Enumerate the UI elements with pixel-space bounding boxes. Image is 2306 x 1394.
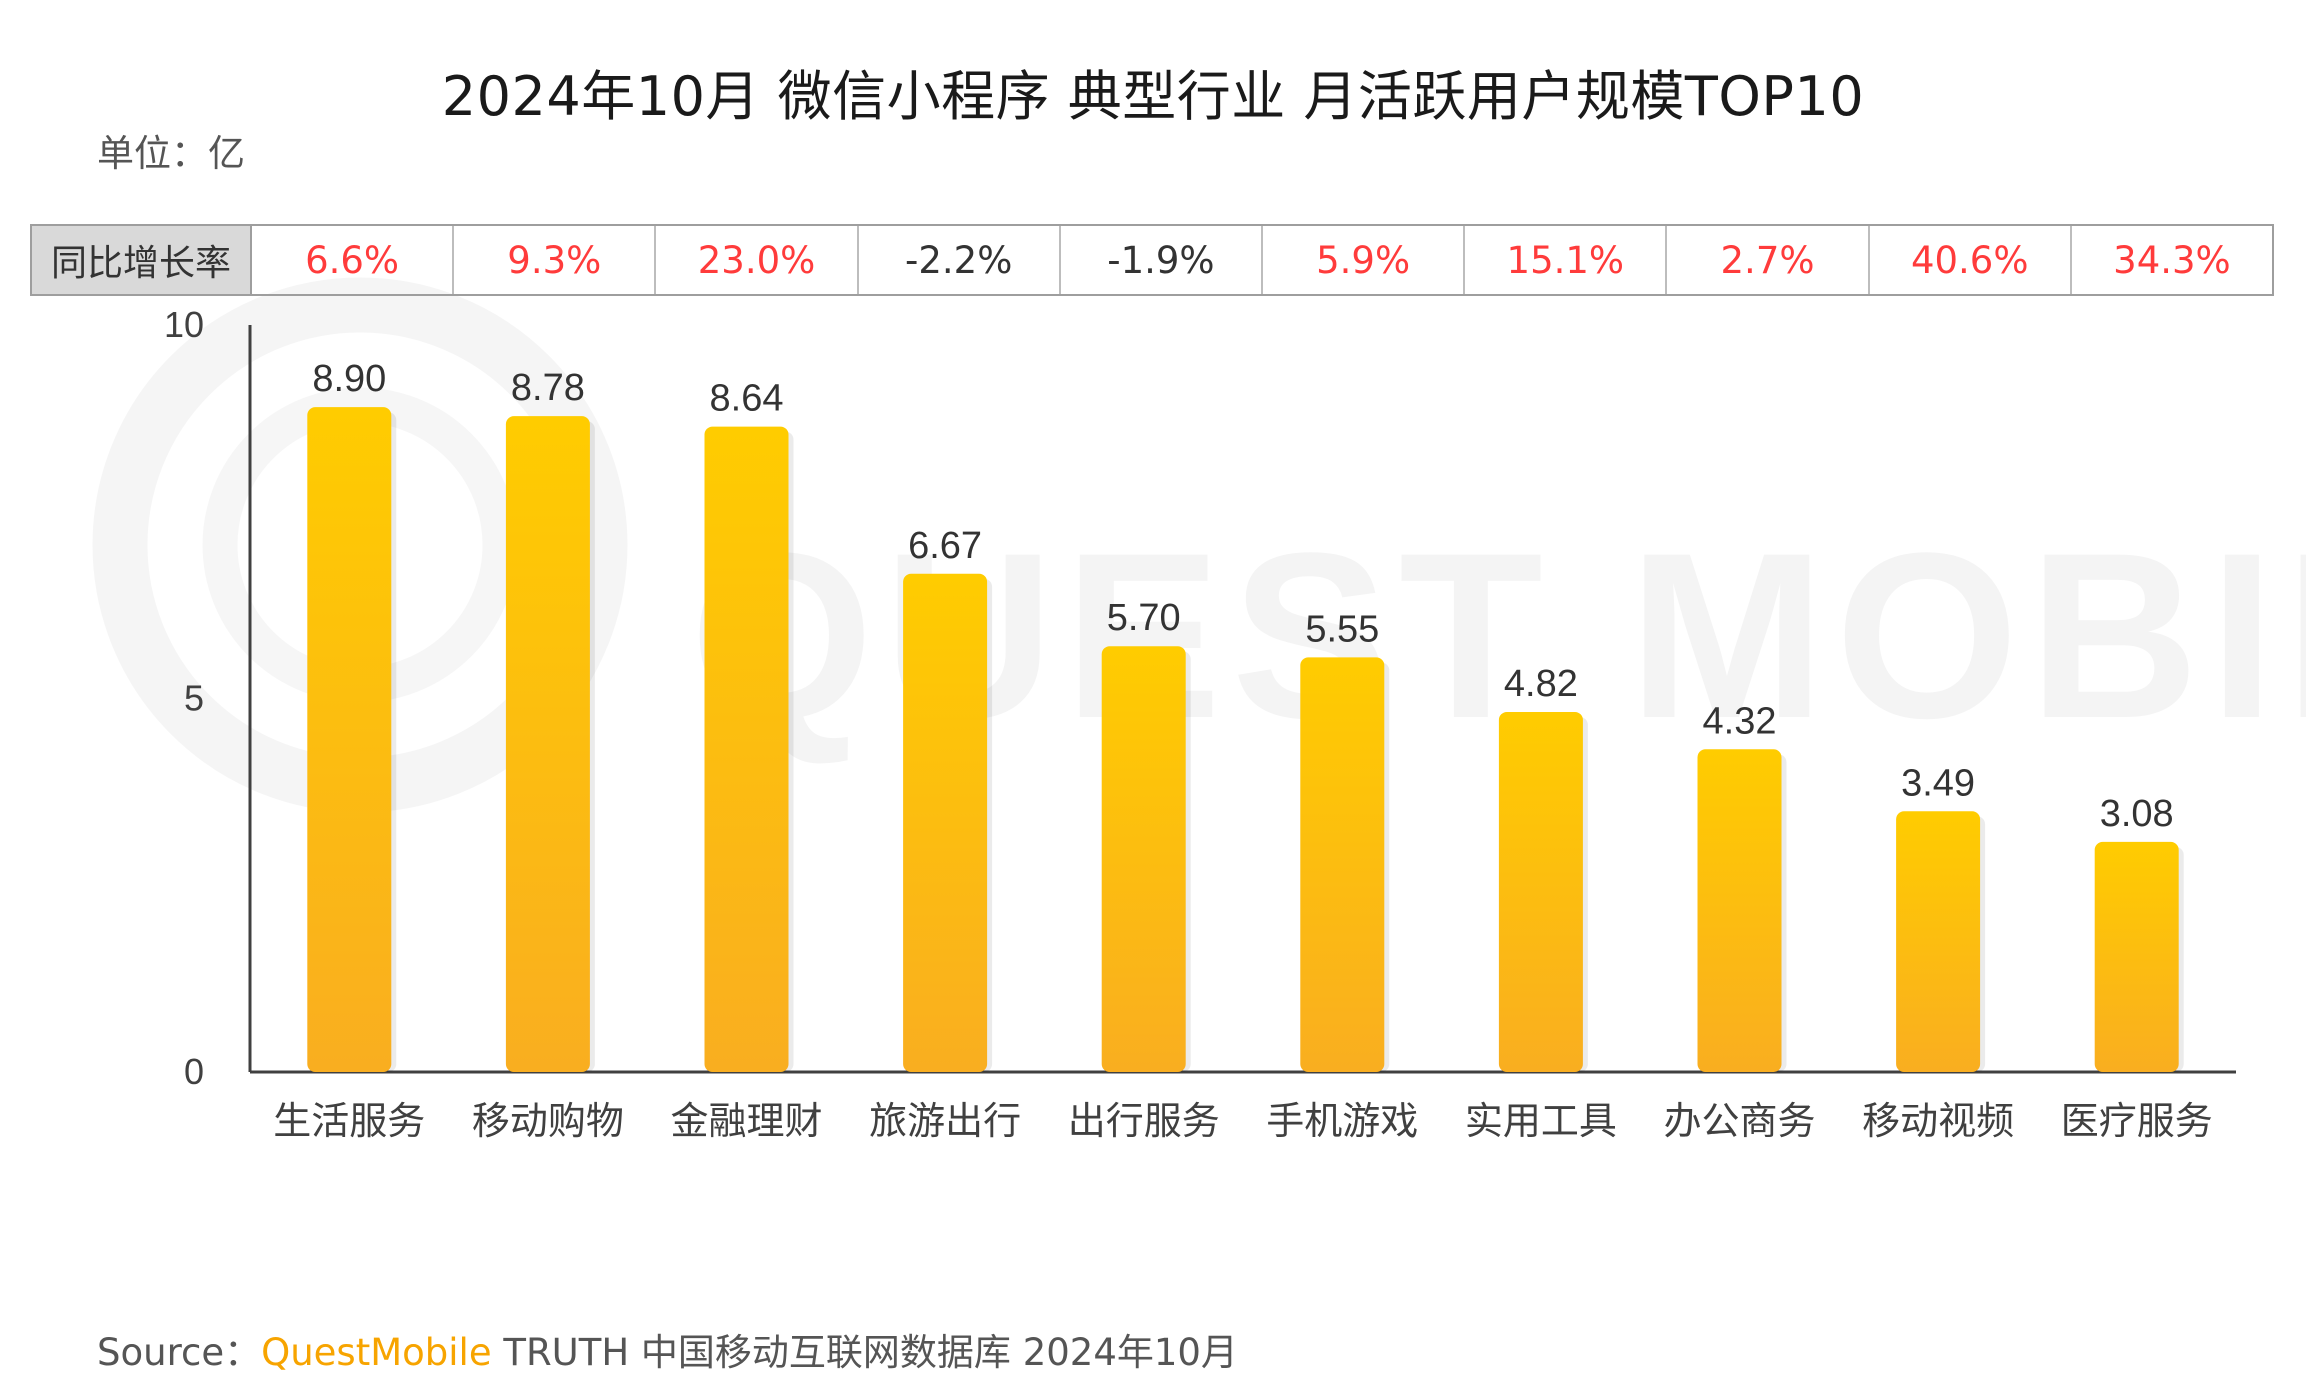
source-prefix: Source： [97, 1331, 262, 1374]
category-label: 金融理财 [670, 1099, 822, 1143]
yoy-cell: 5.9% [1263, 226, 1466, 294]
bar [505, 416, 590, 1072]
yoy-header: 同比增长率 [32, 226, 252, 294]
unit-label: 单位：亿 [97, 132, 245, 175]
category-label: 移动购物 [472, 1099, 624, 1143]
bar [1300, 657, 1385, 1072]
category-label: 医疗服务 [2061, 1099, 2213, 1143]
y-tick-label: 10 [164, 304, 204, 345]
bar [1896, 811, 1981, 1072]
y-tick-label: 5 [184, 678, 204, 719]
yoy-growth-table: 同比增长率 6.6% 9.3% 23.0% -2.2% -1.9% 5.9% 1… [30, 224, 2274, 296]
bar-value-label: 3.49 [1901, 762, 1975, 804]
yoy-cell: 15.1% [1465, 226, 1668, 294]
category-label: 手机游戏 [1266, 1099, 1418, 1143]
bar-value-label: 8.78 [511, 367, 585, 409]
source-note: Source：QuestMobile TRUTH 中国移动互联网数据库 2024… [97, 1322, 1238, 1376]
bar-value-label: 5.70 [1107, 597, 1181, 639]
bar-value-label: 8.64 [710, 378, 784, 420]
category-label: 实用工具 [1465, 1099, 1617, 1143]
bar-value-label: 3.08 [2100, 793, 2174, 835]
source-brand: QuestMobile [261, 1331, 492, 1374]
bar-value-label: 8.90 [312, 358, 386, 400]
y-tick-label: 0 [184, 1051, 204, 1092]
chart-title: 2024年10月 微信小程序 典型行业 月活跃用户规模TOP10 [441, 65, 1865, 128]
yoy-cell: 34.3% [2113, 238, 2231, 282]
bar [1697, 749, 1782, 1072]
bar [704, 426, 789, 1072]
bar-value-label: 4.82 [1504, 663, 1578, 705]
bar-value-label: 5.55 [1305, 608, 1379, 650]
bar-value-label: 6.67 [908, 525, 982, 567]
bar [1498, 711, 1583, 1072]
yoy-cell: 23.0% [656, 226, 859, 294]
category-label: 生活服务 [273, 1099, 425, 1143]
bar [1101, 646, 1186, 1072]
category-label: 办公商务 [1663, 1099, 1815, 1143]
bar [307, 407, 392, 1072]
yoy-cell: -1.9% [1061, 226, 1264, 294]
yoy-cell: 6.6% [252, 226, 455, 294]
bar-value-label: 4.32 [1703, 700, 1777, 742]
category-label: 旅游出行 [869, 1099, 1021, 1143]
category-label: 移动视频 [1862, 1099, 2014, 1143]
bar [2094, 841, 2179, 1072]
category-label: 出行服务 [1068, 1099, 1220, 1143]
yoy-cell: 9.3% [454, 226, 657, 294]
yoy-cell: 2.7% [1667, 226, 1870, 294]
yoy-cell: -2.2% [859, 226, 1061, 294]
yoy-cell: 40.6% [1870, 226, 2072, 294]
source-rest: TRUTH 中国移动互联网数据库 2024年10月 [491, 1331, 1238, 1374]
bar [903, 573, 988, 1072]
